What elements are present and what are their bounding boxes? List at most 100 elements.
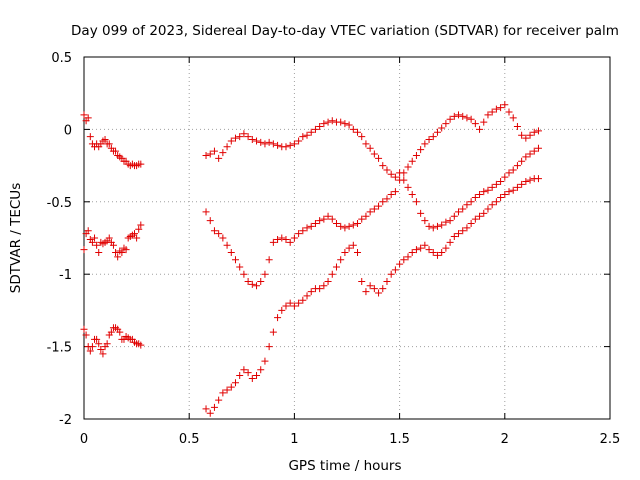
y-axis-label: SDTVAR / TECUs: [8, 183, 24, 293]
data-point: [236, 133, 244, 141]
data-point: [253, 372, 261, 380]
data-point: [497, 178, 505, 186]
data-point: [286, 238, 294, 246]
series-satellite-a-late-: [202, 101, 542, 184]
data-point: [455, 230, 463, 238]
data-point: [433, 128, 441, 136]
data-point: [387, 170, 395, 178]
y-tick-label: -1.5: [47, 341, 72, 356]
data-point: [404, 253, 412, 261]
data-point: [295, 299, 303, 307]
data-point: [400, 176, 408, 184]
data-point: [215, 396, 223, 404]
data-point: [509, 114, 517, 122]
data-point: [362, 140, 370, 148]
data-point: [86, 133, 94, 141]
data-point: [261, 270, 269, 278]
data-point: [328, 215, 336, 223]
data-point: [248, 136, 256, 144]
data-point: [379, 198, 387, 206]
data-point: [459, 205, 467, 213]
data-point: [421, 217, 429, 225]
data-point: [484, 186, 492, 194]
data-point: [231, 134, 239, 142]
data-point: [484, 205, 492, 213]
data-point: [488, 183, 496, 191]
data-point: [387, 191, 395, 199]
data-point: [80, 325, 88, 333]
data-point: [404, 183, 412, 191]
data-point: [337, 256, 345, 264]
data-point: [282, 302, 290, 310]
data-point: [244, 277, 252, 285]
data-point: [202, 151, 210, 159]
data-point: [88, 343, 96, 351]
data-point: [387, 270, 395, 278]
x-tick-label: 2.5: [600, 432, 621, 447]
data-point: [370, 285, 378, 293]
data-point: [534, 127, 542, 135]
data-point: [223, 241, 231, 249]
data-point: [438, 248, 446, 256]
data-point: [95, 340, 103, 348]
data-point: [455, 208, 463, 216]
data-point: [358, 277, 366, 285]
data-point: [488, 201, 496, 209]
data-point: [467, 220, 475, 228]
data-point: [497, 104, 505, 112]
data-point: [307, 128, 315, 136]
data-point: [227, 383, 235, 391]
data-point: [412, 198, 420, 206]
data-point: [202, 405, 210, 413]
data-point: [137, 341, 145, 349]
data-point: [261, 140, 269, 148]
data-point: [80, 246, 88, 254]
data-point: [295, 137, 303, 145]
data-point: [480, 209, 488, 217]
x-axis-ticks: 0 0.5 1 1.5 2 2.5: [80, 57, 620, 447]
data-point: [227, 137, 235, 145]
data-point: [130, 230, 138, 238]
data-point: [375, 154, 383, 162]
data-point: [320, 282, 328, 290]
data-point: [210, 147, 218, 155]
data-point: [408, 191, 416, 199]
data-point: [530, 147, 538, 155]
x-tick-label: 1.5: [389, 432, 410, 447]
data-point: [455, 111, 463, 119]
data-point: [274, 141, 282, 149]
data-point: [236, 263, 244, 271]
series-satellite-b-late-: [202, 144, 542, 290]
data-point: [375, 289, 383, 297]
data-point: [86, 347, 94, 355]
data-point: [446, 217, 454, 225]
data-point: [91, 234, 99, 242]
data-point: [425, 136, 433, 144]
data-point: [328, 117, 336, 125]
data-point: [450, 212, 458, 220]
data-point: [391, 266, 399, 274]
data-point: [210, 227, 218, 235]
data-point: [501, 191, 509, 199]
chart-title: Day 099 of 2023, Sidereal Day-to-day VTE…: [71, 23, 619, 39]
data-point: [349, 221, 357, 229]
data-point: [446, 238, 454, 246]
data-point: [97, 345, 105, 353]
data-point: [80, 111, 88, 119]
data-point: [299, 227, 307, 235]
data-point: [103, 340, 111, 348]
data-point: [118, 248, 126, 256]
data-point: [446, 115, 454, 123]
data-point: [526, 131, 534, 139]
data-point: [476, 212, 484, 220]
data-point: [459, 227, 467, 235]
data-point: [488, 108, 496, 116]
data-point: [467, 115, 475, 123]
data-point: [492, 198, 500, 206]
data-point: [396, 260, 404, 268]
data-point: [286, 299, 294, 307]
data-point: [240, 366, 248, 374]
data-point: [215, 154, 223, 162]
data-point: [379, 162, 387, 170]
